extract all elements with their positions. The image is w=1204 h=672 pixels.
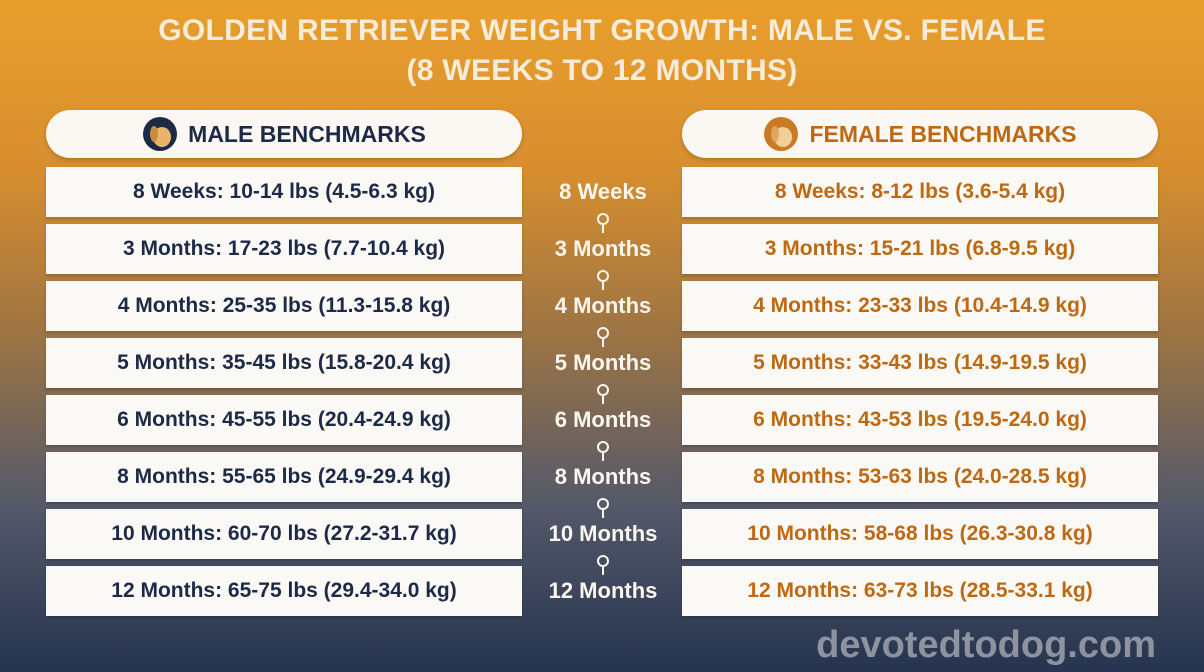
male-benchmark: 3 Months: 17-23 lbs (7.7-10.4 kg) [46, 224, 522, 274]
female-benchmark: 8 Months: 53-63 lbs (24.0-28.5 kg) [682, 452, 1158, 502]
female-header: FEMALE BENCHMARKS [682, 110, 1158, 158]
female-benchmark: 4 Months: 23-33 lbs (10.4-14.9 kg) [682, 281, 1158, 331]
male-benchmark: 10 Months: 60-70 lbs (27.2-31.7 kg) [46, 509, 522, 559]
male-benchmark: 6 Months: 45-55 lbs (20.4-24.9 kg) [46, 395, 522, 445]
female-benchmark: 10 Months: 58-68 lbs (26.3-30.8 kg) [682, 509, 1158, 559]
age-label: 6 Months [554, 407, 652, 432]
title-line: GOLDEN RETRIEVER WEIGHT GROWTH: MALE VS.… [158, 14, 1046, 47]
connector [597, 441, 609, 453]
connector [597, 327, 609, 339]
age-label: 12 Months [548, 578, 658, 603]
connector [597, 384, 609, 396]
male-header: MALE BENCHMARKS [46, 110, 522, 158]
female-benchmark: 3 Months: 15-21 lbs (6.8-9.5 kg) [682, 224, 1158, 274]
male-benchmark: 4 Months: 25-35 lbs (11.3-15.8 kg) [46, 281, 522, 331]
age-label: 4 Months [554, 293, 652, 318]
age-label: 10 Months [548, 521, 658, 546]
dog-icon [764, 117, 799, 151]
female-benchmark: 12 Months: 63-73 lbs (28.5-33.1 kg) [682, 566, 1158, 616]
male-benchmark: 5 Months: 35-45 lbs (15.8-20.4 kg) [46, 338, 522, 388]
female-benchmark: 6 Months: 43-53 lbs (19.5-24.0 kg) [682, 395, 1158, 445]
male-benchmark: 8 Weeks: 10-14 lbs (4.5-6.3 kg) [46, 167, 522, 217]
watermark: devotedtodog.com [816, 624, 1156, 666]
dog-icon [143, 117, 178, 151]
age-label: 8 Months [554, 464, 652, 489]
connector [597, 213, 609, 225]
age-label: 8 Weeks [559, 179, 647, 204]
male-benchmark: 12 Months: 65-75 lbs (29.4-34.0 kg) [46, 566, 522, 616]
male-benchmark: 8 Months: 55-65 lbs (24.9-29.4 kg) [46, 452, 522, 502]
connector [597, 270, 609, 282]
age-label: 5 Months [554, 350, 652, 375]
connector [597, 555, 609, 567]
female-benchmark: 8 Weeks: 8-12 lbs (3.6-5.4 kg) [682, 167, 1158, 217]
title-line: (8 WEEKS TO 12 MONTHS) [406, 54, 798, 87]
female-header-text: FEMALE BENCHMARKS [809, 120, 1077, 147]
male-header-text: MALE BENCHMARKS [188, 120, 426, 147]
age-label: 3 Months [554, 236, 652, 261]
female-benchmark: 5 Months: 33-43 lbs (14.9-19.5 kg) [682, 338, 1158, 388]
connector [597, 498, 609, 510]
